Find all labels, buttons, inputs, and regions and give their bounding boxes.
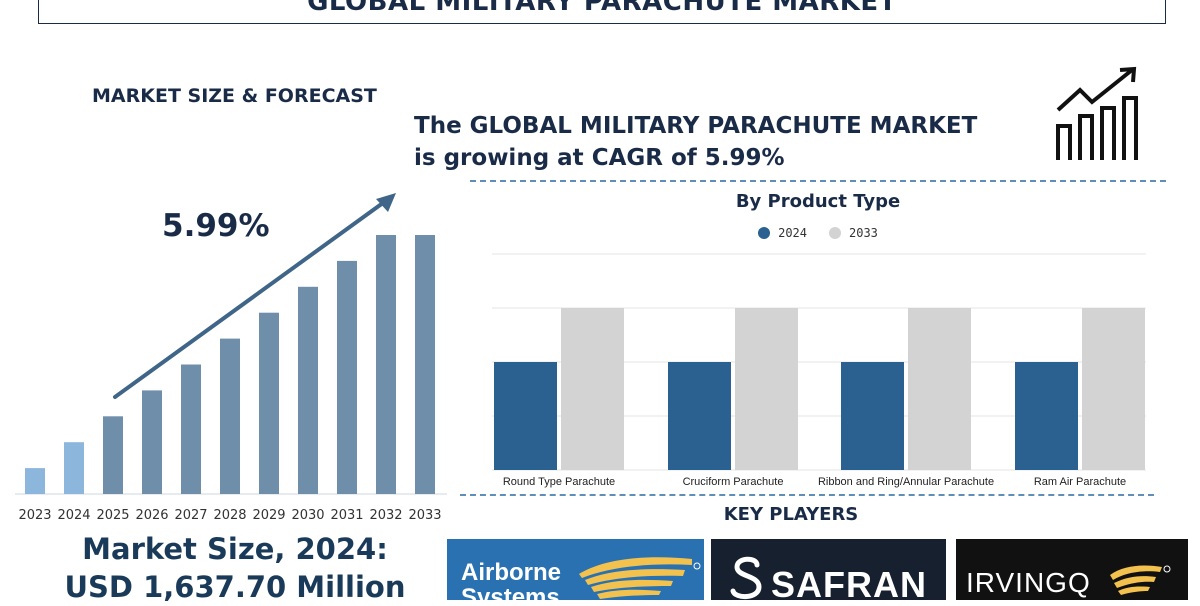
market-size-line1: Market Size, 2024:: [82, 532, 388, 566]
bar-2024-4: [1015, 362, 1078, 470]
growth-bar-2024: [64, 442, 84, 494]
title-banner: GLOBAL MILITARY PARACHUTE MARKET: [38, 0, 1166, 24]
svg-text:Airborne: Airborne: [461, 559, 561, 586]
product-type-bar-chart: Round Type Parachute Cruciform Parachute R…: [492, 253, 1146, 488]
bar-category-label: Ribbon and Ring/Annular Parachute: [818, 476, 994, 488]
growth-forecast-chart: 2023 2024 2025 2026 2027 2028 2029 2030 2031 2032…: [15, 193, 447, 523]
bar-category-label: Cruciform Parachute: [683, 476, 784, 488]
growth-year-label: 2030: [291, 508, 324, 523]
safran-s-icon: [730, 556, 762, 599]
bar-category-label: Round Type Parachute: [503, 476, 615, 488]
growth-year-label: 2026: [135, 508, 168, 523]
growth-bar-2027: [181, 364, 201, 494]
safran-logo: SAFRAN: [711, 539, 946, 600]
svg-text:IRVINGQ: IRVINGQ: [966, 567, 1091, 598]
bar-2024-2: [668, 362, 731, 470]
safran-logo-art: SAFRAN: [730, 556, 927, 600]
svg-text:SAFRAN: SAFRAN: [771, 564, 927, 600]
bar-2024-3: [841, 362, 904, 470]
growth-year-label: 2029: [252, 508, 285, 523]
airborne-systems-logo: Airborne Systems: [447, 539, 704, 600]
bar-2033-4: [1082, 308, 1145, 470]
irvingq-wing-icon: [1110, 565, 1171, 595]
bar-category-label: Ram Air Parachute: [1034, 476, 1126, 488]
chart-legend: 2024 2033: [470, 226, 1166, 240]
legend-label-2024: 2024: [778, 226, 807, 240]
irvingq-logo-art: IRVINGQ: [966, 565, 1171, 598]
irvingq-logo: IRVINGQ: [956, 539, 1188, 600]
growth-trend-arrow: [113, 193, 396, 399]
growth-year-label: 2027: [174, 508, 207, 523]
legend-item-2033: 2033: [829, 226, 878, 240]
growth-year-label: 2025: [96, 508, 129, 523]
page-title: GLOBAL MILITARY PARACHUTE MARKET: [307, 0, 897, 17]
growth-year-label: 2023: [18, 508, 51, 523]
growth-bar-2025: [103, 416, 123, 494]
growth-year-label: 2033: [408, 508, 441, 523]
growth-bar-2033: [415, 235, 435, 494]
market-size-line2: USD 1,637.70 Million: [64, 570, 406, 604]
legend-label-2033: 2033: [849, 226, 878, 240]
cagr-value: 5.99%: [162, 208, 270, 244]
growth-bar-2029: [259, 312, 279, 494]
growth-year-label: 2028: [213, 508, 246, 523]
growth-year-label: 2031: [330, 508, 363, 523]
bar-2033-1: [561, 308, 624, 470]
growth-bar-2031: [337, 260, 357, 494]
growth-bar-2032: [376, 235, 396, 494]
growth-bar-2028: [220, 338, 240, 494]
legend-swatch-2033: [829, 227, 841, 239]
key-players-heading: KEY PLAYERS: [723, 504, 859, 525]
bar-2024-1: [494, 362, 557, 470]
product-type-chart-title: By Product Type: [735, 191, 901, 212]
growth-bar-2030: [298, 286, 318, 494]
growth-bar-2023: [25, 468, 45, 494]
bottom-divider: [460, 494, 1154, 496]
market-size-forecast-heading: MARKET SIZE & FORECAST: [92, 85, 377, 107]
cagr-headline: The GLOBAL MILITARY PARACHUTE MARKET is …: [414, 110, 977, 174]
airborne-wing-icon: [579, 557, 701, 599]
svg-text:Systems: Systems: [461, 584, 560, 600]
growth-year-label: 2032: [369, 508, 402, 523]
headline-line1: The GLOBAL MILITARY PARACHUTE MARKET: [414, 113, 978, 139]
legend-swatch-2024: [758, 227, 771, 239]
airborne-systems-logo-art: Airborne Systems: [461, 557, 701, 600]
legend-item-2024: 2024: [758, 226, 807, 240]
market-size-text: Market Size, 2024: USD 1,637.70 Million: [0, 530, 470, 606]
bar-2033-3: [908, 308, 971, 470]
growth-year-label: 2024: [57, 508, 90, 523]
bar-2033-2: [735, 308, 798, 470]
top-divider: [470, 180, 1166, 182]
headline-line2: is growing at CAGR of 5.99%: [414, 145, 785, 171]
growth-trend-icon: [1056, 66, 1138, 160]
growth-bar-2026: [142, 390, 162, 494]
